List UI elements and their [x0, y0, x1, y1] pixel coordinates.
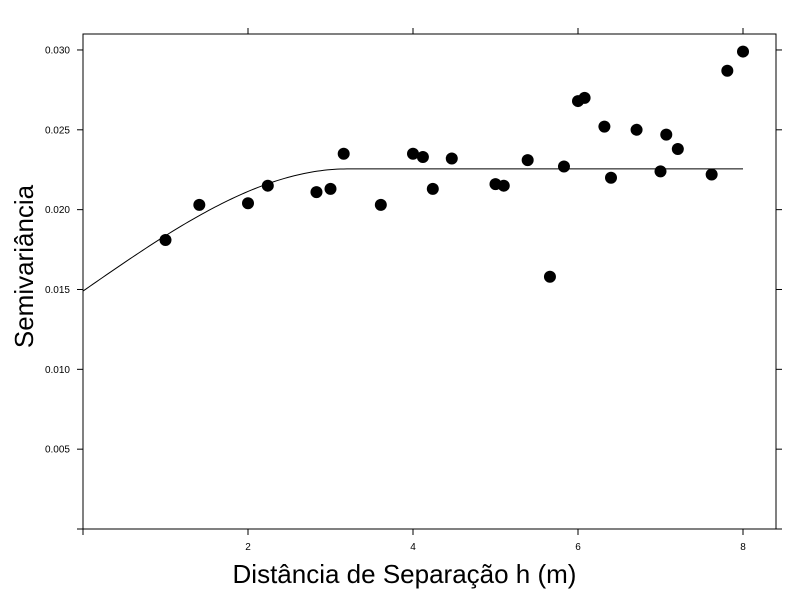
y-tick-label: 0.005	[45, 445, 70, 456]
data-point	[261, 179, 274, 192]
data-point	[705, 168, 718, 181]
y-axis-ticks: 0.005 0.010 0.015 0.020 0.025 0.030	[45, 45, 782, 530]
data-point	[543, 270, 556, 283]
fitted-model-line	[82, 168, 743, 292]
data-point	[605, 171, 617, 184]
data-point	[159, 233, 172, 246]
data-point	[578, 91, 591, 104]
plot-frame	[82, 33, 777, 530]
data-point	[426, 182, 439, 195]
x-tick-label: 2	[245, 542, 251, 553]
x-axis-title: Distância de Separação h (m)	[233, 559, 577, 589]
y-tick-label: 0.025	[45, 125, 70, 136]
data-point	[242, 197, 254, 210]
data-points	[159, 45, 749, 283]
data-point	[310, 186, 323, 199]
data-point	[324, 182, 337, 195]
data-point	[374, 198, 387, 211]
data-point	[557, 160, 570, 173]
data-point	[630, 123, 643, 136]
data-point	[407, 147, 419, 160]
y-tick-label: 0.020	[45, 205, 70, 216]
x-axis-ticks: 2 4 6 8	[82, 28, 746, 553]
data-point	[654, 165, 667, 178]
y-tick-label: 0.030	[45, 45, 70, 56]
data-point	[193, 198, 206, 211]
x-tick-label: 4	[410, 542, 416, 553]
data-point	[737, 45, 749, 58]
x-tick-label: 8	[740, 542, 746, 553]
data-point	[721, 64, 734, 77]
y-axis-title: Semivariância	[9, 184, 39, 348]
data-point	[445, 152, 458, 165]
data-point	[671, 142, 684, 155]
y-tick-label: 0.010	[45, 365, 70, 376]
data-point	[521, 154, 534, 167]
data-point	[660, 128, 673, 141]
y-tick-label: 0.015	[45, 285, 70, 296]
data-point	[337, 147, 350, 160]
data-point	[598, 120, 611, 133]
x-tick-label: 6	[575, 542, 581, 553]
data-point	[416, 150, 429, 163]
data-point	[497, 179, 510, 192]
